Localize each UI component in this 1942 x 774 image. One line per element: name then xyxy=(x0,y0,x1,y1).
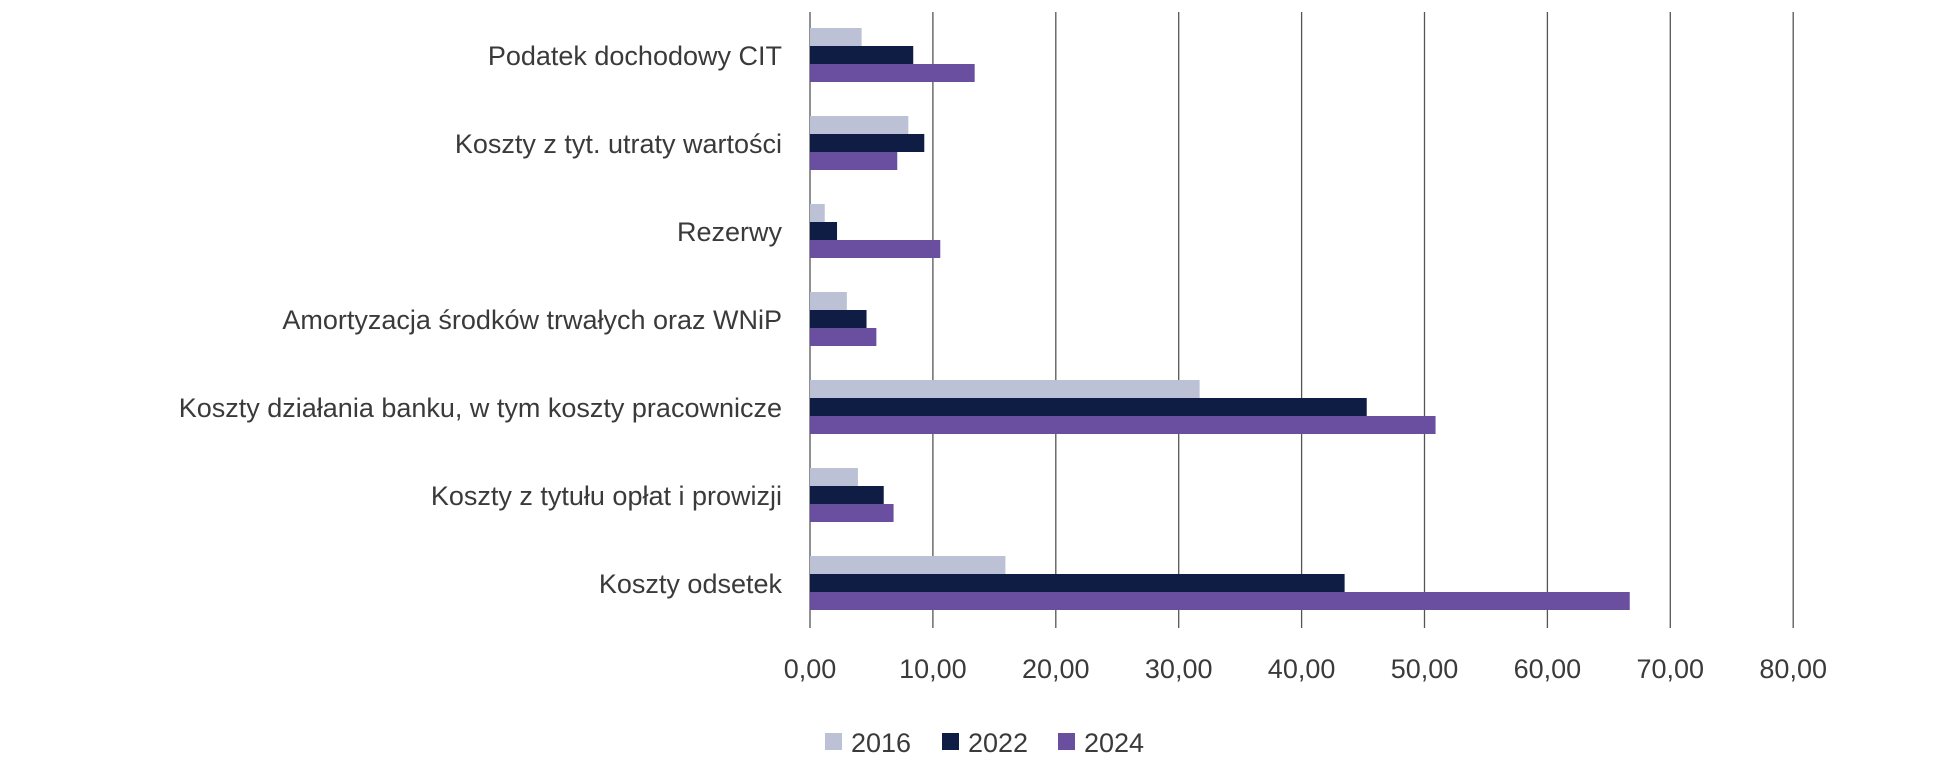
bar-2022 xyxy=(810,46,914,64)
bar-2016 xyxy=(810,204,825,222)
x-axis: 0,00 10,00 20,00 30,00 40,00 50,00 60,00 70,00 8… xyxy=(784,654,1827,684)
gridlines xyxy=(809,12,1794,628)
x-tick-label: 0,00 xyxy=(784,654,837,684)
legend-swatch-2016 xyxy=(825,733,842,750)
bar-2016 xyxy=(810,116,909,134)
bar-2022 xyxy=(810,134,925,152)
bar-2024 xyxy=(810,328,877,346)
bars xyxy=(810,28,1630,610)
x-tick-label: 80,00 xyxy=(1759,654,1827,684)
legend-label-2024: 2024 xyxy=(1084,728,1144,758)
bar-2016 xyxy=(810,380,1200,398)
x-tick-label: 60,00 xyxy=(1514,654,1582,684)
legend-label-2016: 2016 xyxy=(851,728,911,758)
legend-swatch-2024 xyxy=(1058,733,1075,750)
bar-2016 xyxy=(810,556,1006,574)
bar-2024 xyxy=(810,504,894,522)
category-label: Koszty działania banku, w tym koszty pra… xyxy=(179,393,782,423)
x-tick-label: 40,00 xyxy=(1268,654,1336,684)
x-tick-label: 30,00 xyxy=(1145,654,1213,684)
category-label: Podatek dochodowy CIT xyxy=(488,41,782,71)
bar-2016 xyxy=(810,28,862,46)
x-tick-label: 20,00 xyxy=(1022,654,1090,684)
bar-2022 xyxy=(810,574,1345,592)
bar-2022 xyxy=(810,486,884,504)
bar-2022 xyxy=(810,398,1367,416)
category-label: Koszty z tytułu opłat i prowizji xyxy=(431,481,782,511)
bar-2016 xyxy=(810,292,847,310)
category-label: Koszty z tyt. utraty wartości xyxy=(455,129,782,159)
legend-swatch-2022 xyxy=(942,733,959,750)
bar-2024 xyxy=(810,240,941,258)
bar-2024 xyxy=(810,592,1630,610)
legend-label-2022: 2022 xyxy=(968,728,1028,758)
category-labels: Podatek dochodowy CIT Koszty z tyt. utrat… xyxy=(179,41,783,599)
legend: 2016 2022 2024 xyxy=(825,728,1144,758)
bar-2024 xyxy=(810,64,975,82)
x-tick-label: 50,00 xyxy=(1391,654,1459,684)
bar-2024 xyxy=(810,416,1436,434)
bar-2022 xyxy=(810,222,838,240)
bar-2016 xyxy=(810,468,858,486)
bar-2024 xyxy=(810,152,898,170)
category-label: Rezerwy xyxy=(677,217,783,247)
category-label: Amortyzacja środków trwałych oraz WNiP xyxy=(282,305,782,335)
bar-2022 xyxy=(810,310,867,328)
x-tick-label: 70,00 xyxy=(1637,654,1705,684)
x-tick-label: 10,00 xyxy=(899,654,967,684)
category-label: Koszty odsetek xyxy=(599,569,783,599)
